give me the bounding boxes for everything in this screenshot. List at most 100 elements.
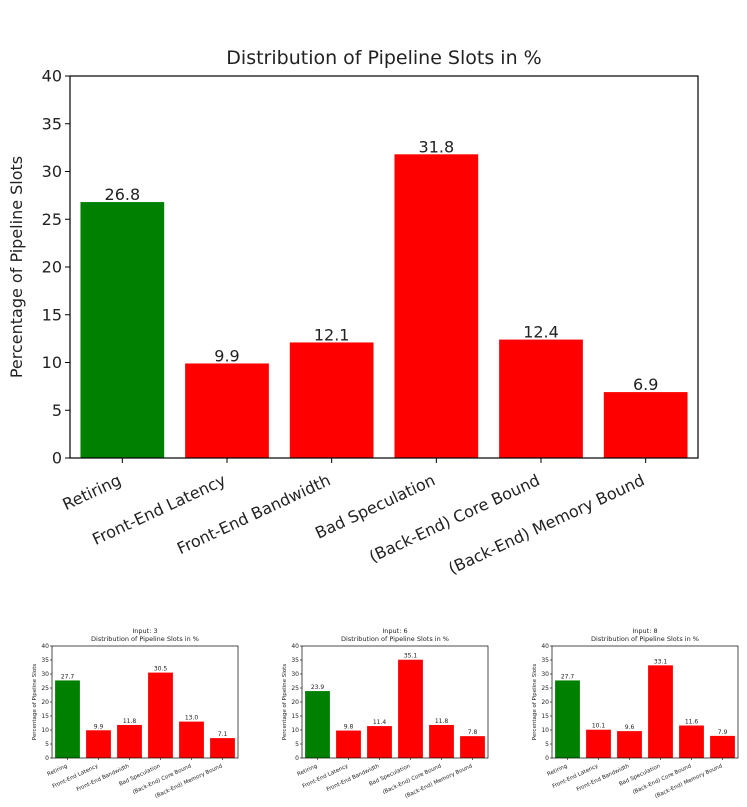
y-tick-label: 20 (541, 699, 549, 706)
bar (55, 680, 80, 758)
y-tick-label: 30 (42, 162, 62, 181)
y-tick-label: 40 (541, 643, 549, 650)
y-tick-label: 0 (545, 755, 549, 762)
chart-title: Distribution of Pipeline Slots in % (341, 635, 449, 643)
bar-value-label: 9.6 (625, 724, 635, 731)
bar-value-label: 35.1 (404, 653, 418, 660)
y-tick-label: 30 (291, 671, 299, 678)
y-tick-label: 10 (291, 727, 299, 734)
plot-frame (301, 645, 489, 759)
bar (148, 672, 173, 758)
plot-frame (551, 645, 739, 759)
bar-value-label: 11.8 (435, 718, 449, 725)
y-tick-label: 25 (541, 685, 549, 692)
bar-value-label: 27.7 (61, 673, 75, 680)
y-tick-label: 15 (41, 713, 49, 720)
x-tick-label: Retiring (546, 763, 568, 777)
bar (289, 342, 374, 458)
x-tick-label: Front-End Bandwidth (76, 763, 131, 793)
y-tick-label: 30 (541, 671, 549, 678)
bar (603, 392, 688, 458)
bar (80, 202, 165, 458)
chart-subtitle: Input: 8 (632, 627, 657, 635)
bar (679, 725, 704, 758)
chart-subtitle: Input: 6 (382, 627, 407, 635)
bar (648, 665, 673, 758)
bar (586, 729, 611, 758)
y-tick-label: 20 (291, 699, 299, 706)
y-tick-label: 20 (41, 699, 49, 706)
bar (555, 680, 580, 758)
bar (185, 363, 269, 458)
y-axis-label: Percentage of Pipeline Slots (7, 156, 26, 378)
bar-value-label: 7.8 (468, 729, 478, 736)
y-tick-label: 40 (41, 643, 49, 650)
bar (210, 738, 235, 758)
y-tick-label: 0 (295, 755, 299, 762)
y-tick-label: 25 (42, 210, 62, 229)
y-tick-label: 0 (52, 449, 62, 468)
bar-value-label: 11.8 (123, 718, 137, 725)
bar-value-label: 27.7 (561, 673, 575, 680)
bar-value-label: 12.1 (314, 325, 350, 344)
y-tick-label: 10 (42, 353, 62, 372)
bar (460, 736, 485, 758)
x-tick-label: Front-End Bandwidth (576, 763, 631, 793)
bar-value-label: 6.9 (633, 375, 658, 394)
y-tick-label: 5 (52, 401, 62, 420)
bar (367, 726, 392, 758)
bar (86, 730, 111, 758)
y-tick-label: 5 (545, 741, 549, 748)
y-tick-label: 20 (42, 258, 62, 277)
bar-value-label: 26.8 (105, 185, 141, 204)
bar (429, 724, 454, 758)
y-tick-label: 35 (41, 657, 49, 664)
x-tick-label: Front-End Bandwidth (326, 763, 381, 793)
bar-value-label: 10.1 (592, 723, 606, 730)
chart-title: Distribution of Pipeline Slots in % (226, 47, 541, 69)
bar-value-label: 23.9 (311, 684, 325, 691)
bar-value-label: 31.8 (419, 137, 455, 156)
y-tick-label: 35 (42, 114, 62, 133)
bar-value-label: 30.5 (154, 666, 168, 673)
y-axis-label: Percentage of Pipeline Slots (282, 664, 288, 741)
bar (179, 721, 204, 758)
bar-value-label: 9.8 (344, 724, 354, 731)
bar-value-label: 9.9 (214, 346, 239, 365)
bar (117, 724, 142, 758)
x-tick-label: (Back-End) Core Bound (366, 470, 543, 566)
bar-value-label: 11.6 (685, 719, 699, 726)
x-tick-label: Retiring (296, 763, 318, 777)
y-tick-label: 10 (41, 727, 49, 734)
chart-title: Distribution of Pipeline Slots in % (591, 635, 699, 643)
x-tick-label: (Back-End) Memory Bound (445, 470, 647, 578)
y-tick-label: 30 (41, 671, 49, 678)
y-axis-label: Percentage of Pipeline Slots (32, 664, 38, 741)
y-tick-label: 5 (45, 741, 49, 748)
chart-title: Distribution of Pipeline Slots in % (91, 635, 199, 643)
y-tick-label: 15 (291, 713, 299, 720)
bar-value-label: 11.4 (373, 719, 387, 726)
bar (305, 691, 330, 758)
bar (499, 339, 583, 458)
bar-value-label: 9.9 (94, 723, 104, 730)
y-tick-label: 15 (42, 305, 62, 324)
bar-value-label: 7.9 (718, 729, 728, 736)
x-tick-label: Retiring (46, 763, 68, 777)
plot-frame (69, 75, 699, 459)
y-tick-label: 40 (42, 67, 62, 86)
y-tick-label: 0 (45, 755, 49, 762)
bar (710, 735, 735, 758)
chart-subtitle: Input: 3 (132, 627, 157, 635)
y-tick-label: 35 (541, 657, 549, 664)
chart-0: Distribution of Pipeline Slots in % Perce… (7, 47, 699, 578)
y-tick-label: 40 (291, 643, 299, 650)
bar-value-label: 7.1 (218, 731, 228, 738)
bar (617, 731, 642, 758)
y-tick-label: 25 (41, 685, 49, 692)
y-tick-label: 35 (291, 657, 299, 664)
y-axis-label: Percentage of Pipeline Slots (532, 664, 538, 741)
